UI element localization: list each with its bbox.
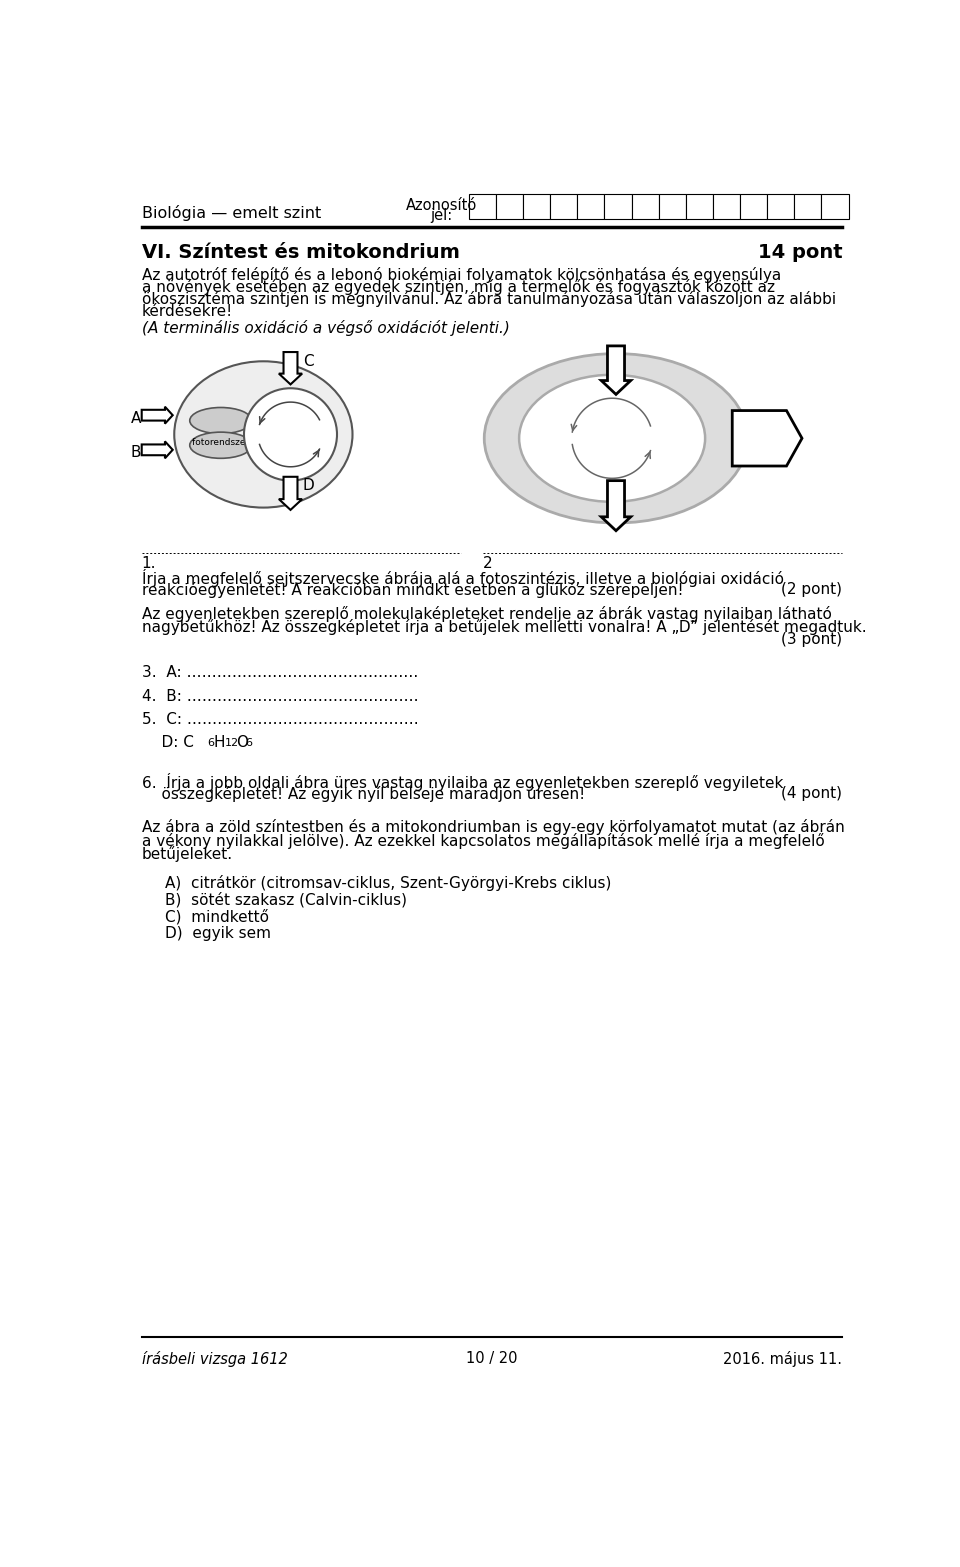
Text: B: B — [131, 445, 141, 461]
FancyArrow shape — [278, 353, 302, 384]
Text: írásbeli vizsga 1612: írásbeli vizsga 1612 — [142, 1351, 287, 1366]
Text: jel:: jel: — [430, 208, 453, 223]
Text: összegképletét! Az egyik nyíl belseje maradjon üresen!: összegképletét! Az egyik nyíl belseje ma… — [142, 787, 585, 802]
Bar — [523, 194, 550, 219]
Text: Azonosító: Azonosító — [406, 197, 477, 213]
Text: D: C: D: C — [142, 735, 194, 749]
Text: 2016. május 11.: 2016. május 11. — [723, 1351, 842, 1366]
Text: oxidáció: oxidáció — [741, 445, 793, 458]
Text: D)  egyik sem: D) egyik sem — [165, 926, 271, 940]
FancyArrow shape — [601, 346, 631, 395]
Text: 6: 6 — [245, 738, 252, 747]
Bar — [605, 194, 632, 219]
FancyArrow shape — [278, 476, 302, 509]
Text: 1.: 1. — [142, 556, 156, 570]
Text: terminális: terminális — [736, 431, 799, 443]
Text: (A terminális oxidáció a végső oxidációt jelenti.): (A terminális oxidáció a végső oxidációt… — [142, 321, 510, 337]
Ellipse shape — [484, 354, 748, 523]
Bar — [577, 194, 605, 219]
FancyArrow shape — [601, 481, 631, 531]
Text: reakcióegyenletét! A reakcióban mindkt esetben a glükóz szerepeljen!: reakcióegyenletét! A reakcióban mindkt e… — [142, 583, 684, 599]
Ellipse shape — [519, 375, 706, 501]
Text: (3 pont): (3 pont) — [781, 633, 842, 647]
Text: D: D — [303, 478, 315, 494]
Bar — [794, 194, 822, 219]
Text: Az egyenletekben szereplő molekulaképleteket rendelje az ábrák vastag nyilaiban : Az egyenletekben szereplő molekulaképlet… — [142, 606, 831, 622]
Bar — [713, 194, 740, 219]
Bar — [632, 194, 659, 219]
Text: 3.  A: ……………………………………….: 3. A: ………………………………………. — [142, 666, 418, 680]
Text: a vékony nyilakkal jelölve). Az ezekkel kapcsolatos megállapítások mellé írja a : a vékony nyilakkal jelölve). Az ezekkel … — [142, 832, 825, 848]
Text: nagybetűkhöz! Az összegképletet írja a betűjelek melletti vonalra! A „D” jelenté: nagybetűkhöz! Az összegképletet írja a b… — [142, 619, 866, 635]
Text: A: A — [131, 411, 141, 426]
Text: 2: 2 — [483, 556, 492, 570]
Text: Az autotróf felépítő és a lebonó biokémiai folyamatok kölcsönhatása és egyensúly: Az autotróf felépítő és a lebonó biokémi… — [142, 266, 780, 282]
Text: 12: 12 — [225, 738, 239, 747]
Text: ökoszisztéma szintjén is megnyilvánul. Az ábra tanulmányozása után válaszoljon a: ökoszisztéma szintjén is megnyilvánul. A… — [142, 291, 836, 307]
Bar — [550, 194, 577, 219]
Text: Írja a megfelelő sejtszervecske ábrája alá a fotoszintézis, illetve a biológiai : Írja a megfelelő sejtszervecske ábrája a… — [142, 569, 783, 588]
Text: a növények esetében az egyedek szintjén, míg a termelők és fogyasztók között az: a növények esetében az egyedek szintjén,… — [142, 279, 775, 295]
Text: betűjeleket.: betűjeleket. — [142, 846, 233, 862]
Text: A)  citrátkör (citromsav-ciklus, Szent-Györgyi-Krebs ciklus): A) citrátkör (citromsav-ciklus, Szent-Gy… — [165, 874, 612, 892]
Circle shape — [244, 389, 337, 481]
Bar — [468, 194, 496, 219]
Ellipse shape — [175, 362, 352, 508]
Text: (2 pont): (2 pont) — [781, 583, 842, 597]
Text: H: H — [214, 735, 226, 749]
Bar — [767, 194, 794, 219]
Bar — [659, 194, 685, 219]
Polygon shape — [732, 411, 802, 465]
Ellipse shape — [190, 432, 252, 458]
Text: 5.  C: ……………………………………….: 5. C: ………………………………………. — [142, 711, 419, 727]
Text: C: C — [303, 354, 314, 368]
Text: 6: 6 — [206, 738, 214, 747]
Ellipse shape — [190, 407, 252, 434]
Bar — [740, 194, 767, 219]
Text: O: O — [236, 735, 249, 749]
Bar — [685, 194, 713, 219]
Bar — [822, 194, 849, 219]
Text: C)  mindkettő: C) mindkettő — [165, 909, 269, 925]
Text: kérdésekre!: kérdésekre! — [142, 304, 233, 318]
Bar — [496, 194, 523, 219]
Text: fotorendszer II. I.: fotorendszer II. I. — [192, 439, 269, 447]
Text: Biológia — emelt szint: Biológia — emelt szint — [142, 205, 321, 221]
Text: (4 pont): (4 pont) — [781, 787, 842, 801]
Text: 4.  B: ……………………………………….: 4. B: ………………………………………. — [142, 688, 419, 704]
FancyArrow shape — [142, 442, 173, 458]
Text: 10 / 20: 10 / 20 — [467, 1351, 517, 1366]
Text: VI. Színtest és mitokondrium: VI. Színtest és mitokondrium — [142, 243, 460, 263]
Text: B)  sötét szakasz (Calvin-ciklus): B) sötét szakasz (Calvin-ciklus) — [165, 892, 407, 907]
Text: Az ábra a zöld színtestben és a mitokondriumban is egy-egy körfolyamatot mutat (: Az ábra a zöld színtestben és a mitokond… — [142, 820, 845, 835]
Text: 14 pont: 14 pont — [757, 243, 842, 263]
FancyArrow shape — [142, 407, 173, 423]
Text: 6.  Írja a jobb oldali ábra üres vastag nyilaiba az egyenletekben szereplő vegyi: 6. Írja a jobb oldali ábra üres vastag n… — [142, 773, 783, 791]
